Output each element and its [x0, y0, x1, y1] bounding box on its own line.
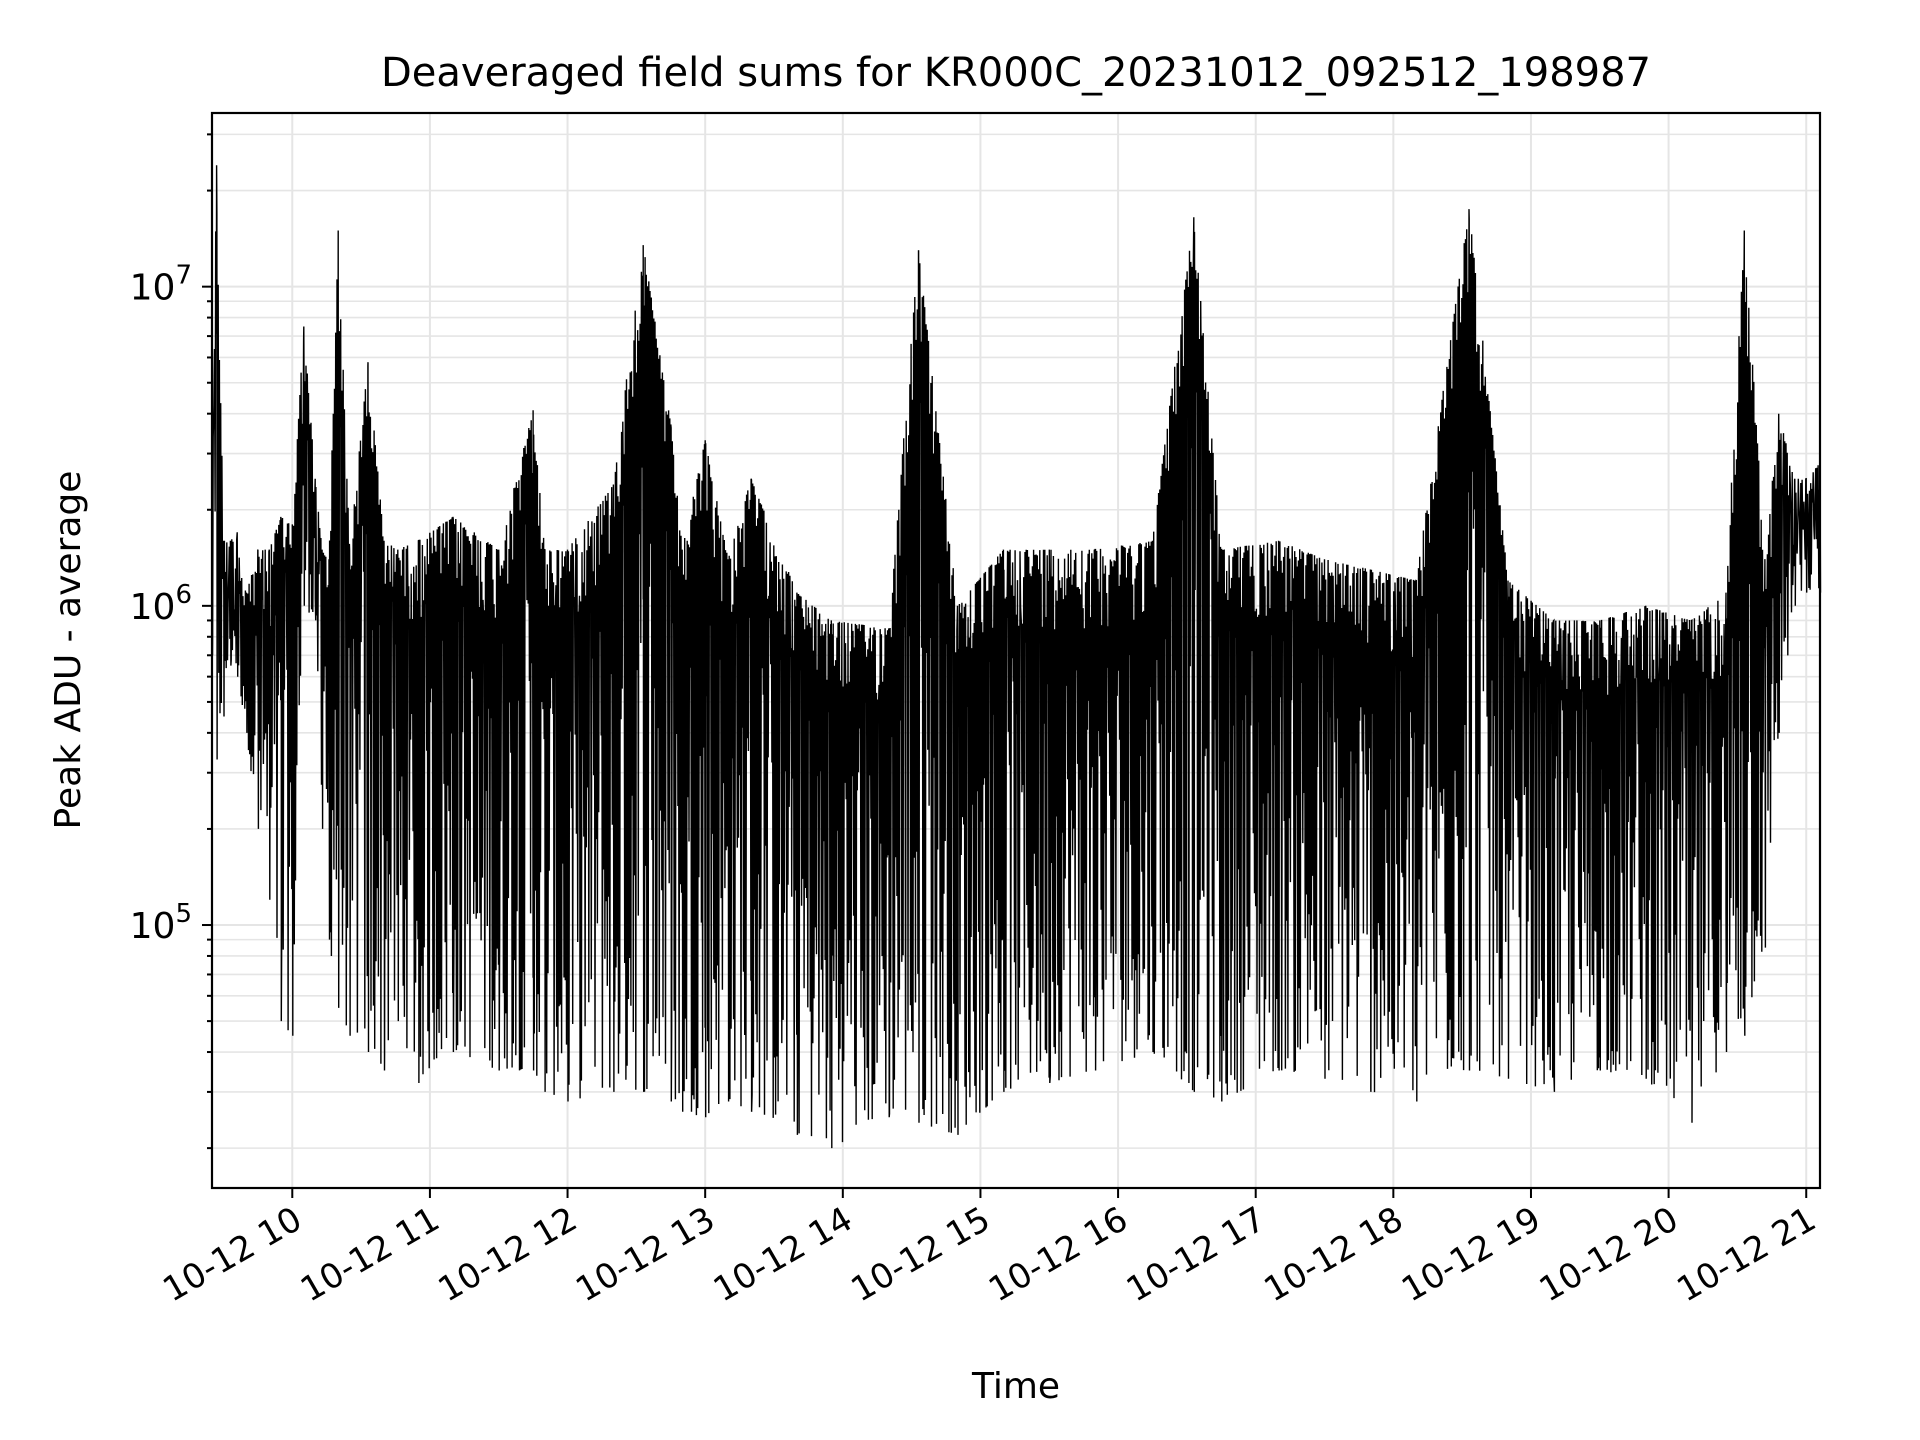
plot-frame — [210, 111, 1822, 1190]
series-line — [211, 165, 1822, 1149]
data-layer — [211, 165, 1822, 1149]
x-axis-label: Time — [971, 1366, 1060, 1407]
y-tick-label: 107 — [130, 261, 192, 309]
y-axis-label: Peak ADU - average — [48, 471, 89, 830]
chart-title: Deaveraged field sums for KR000C_2023101… — [381, 50, 1651, 96]
y-tick-label: 105 — [130, 899, 192, 947]
y-tick-label: 106 — [130, 580, 192, 628]
